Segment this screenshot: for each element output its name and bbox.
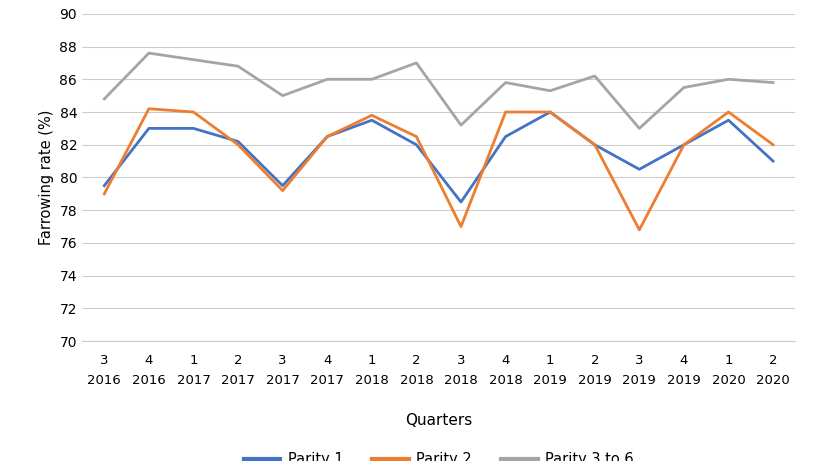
Text: 1: 1	[723, 354, 732, 367]
Text: 2020: 2020	[711, 374, 744, 387]
Parity 1	[233, 139, 242, 144]
Parity 2	[233, 142, 242, 148]
Parity 1	[767, 158, 777, 164]
Parity 3 to 6	[278, 93, 287, 98]
Text: 2: 2	[233, 354, 242, 367]
Parity 3 to 6	[634, 125, 644, 131]
Text: 3: 3	[278, 354, 287, 367]
Text: 3: 3	[456, 354, 464, 367]
Text: 1: 1	[545, 354, 554, 367]
Parity 2	[545, 109, 554, 115]
Parity 2	[722, 109, 732, 115]
Text: 1: 1	[367, 354, 376, 367]
Text: Quarters: Quarters	[405, 413, 472, 428]
Text: 2019: 2019	[532, 374, 567, 387]
Text: 2017: 2017	[310, 374, 344, 387]
Text: 4: 4	[323, 354, 331, 367]
Parity 1	[589, 142, 599, 148]
Text: 2019: 2019	[622, 374, 655, 387]
Parity 3 to 6	[545, 88, 554, 94]
Text: 2017: 2017	[176, 374, 210, 387]
Parity 1	[545, 109, 554, 115]
Parity 2	[455, 224, 465, 229]
Text: 2016: 2016	[88, 374, 121, 387]
Parity 2	[411, 134, 421, 139]
Text: 2020: 2020	[755, 374, 789, 387]
Parity 2	[589, 142, 599, 148]
Parity 2	[767, 142, 777, 148]
Text: 3: 3	[100, 354, 108, 367]
Parity 3 to 6	[500, 80, 510, 85]
Parity 1	[455, 199, 465, 205]
Parity 3 to 6	[188, 57, 198, 62]
Line: Parity 3 to 6: Parity 3 to 6	[104, 53, 772, 128]
Text: 2: 2	[412, 354, 420, 367]
Parity 1	[278, 183, 287, 189]
Parity 2	[188, 109, 198, 115]
Parity 2	[634, 227, 644, 233]
Parity 1	[99, 183, 109, 189]
Parity 3 to 6	[722, 77, 732, 82]
Text: 4: 4	[144, 354, 153, 367]
Parity 1	[322, 134, 332, 139]
Text: 2018: 2018	[399, 374, 432, 387]
Line: Parity 2: Parity 2	[104, 109, 772, 230]
Parity 3 to 6	[99, 96, 109, 102]
Parity 1	[678, 142, 688, 148]
Parity 2	[144, 106, 154, 112]
Line: Parity 1: Parity 1	[104, 112, 772, 202]
Parity 3 to 6	[322, 77, 332, 82]
Text: 2016: 2016	[132, 374, 165, 387]
Text: 2019: 2019	[577, 374, 611, 387]
Text: 4: 4	[679, 354, 687, 367]
Parity 1	[634, 166, 644, 172]
Parity 1	[144, 125, 154, 131]
Text: 2018: 2018	[488, 374, 522, 387]
Text: 2: 2	[768, 354, 776, 367]
Parity 1	[411, 142, 421, 148]
Parity 1	[722, 118, 732, 123]
Parity 3 to 6	[366, 77, 376, 82]
Parity 2	[678, 142, 688, 148]
Parity 3 to 6	[678, 85, 688, 90]
Text: 2017: 2017	[221, 374, 255, 387]
Text: 2019: 2019	[666, 374, 700, 387]
Text: 2017: 2017	[265, 374, 299, 387]
Parity 3 to 6	[411, 60, 421, 65]
Text: 2018: 2018	[444, 374, 477, 387]
Text: 2018: 2018	[355, 374, 388, 387]
Parity 3 to 6	[767, 80, 777, 85]
Parity 1	[366, 118, 376, 123]
Parity 1	[500, 134, 510, 139]
Parity 2	[500, 109, 510, 115]
Parity 2	[99, 191, 109, 196]
Text: 2: 2	[590, 354, 598, 367]
Parity 2	[322, 134, 332, 139]
Parity 2	[366, 112, 376, 118]
Text: 4: 4	[500, 354, 509, 367]
Text: 3: 3	[635, 354, 643, 367]
Parity 3 to 6	[144, 50, 154, 56]
Parity 3 to 6	[455, 122, 465, 128]
Parity 3 to 6	[589, 73, 599, 79]
Y-axis label: Farrowing rate (%): Farrowing rate (%)	[38, 110, 54, 245]
Parity 3 to 6	[233, 64, 242, 69]
Text: 1: 1	[189, 354, 197, 367]
Parity 1	[188, 125, 198, 131]
Parity 2	[278, 188, 287, 193]
Legend: Parity 1, Parity 2, Parity 3 to 6: Parity 1, Parity 2, Parity 3 to 6	[238, 447, 639, 461]
